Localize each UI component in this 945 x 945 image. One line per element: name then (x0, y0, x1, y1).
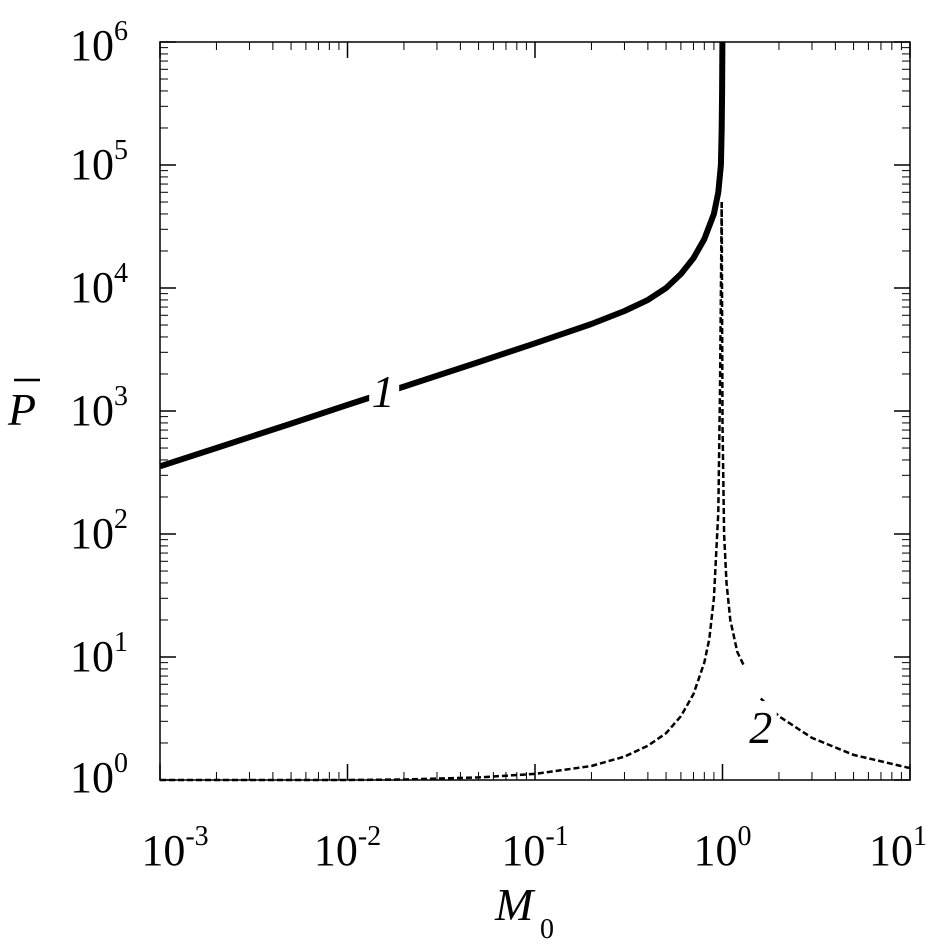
series-label-bg (369, 365, 400, 412)
x-tick-label: 10-2 (314, 821, 381, 875)
y-tick-label: 102 (70, 504, 128, 558)
y-tick-label: 103 (70, 381, 128, 435)
y-tick-label: 100 (70, 748, 128, 802)
series-2-line-left (160, 201, 723, 782)
x-tick-labels: 10-3 10-2 10-1 100 101 (141, 821, 927, 875)
x-tick-label: 100 (694, 821, 752, 875)
major-ticks (159, 41, 911, 781)
x-tick-label: 10-3 (141, 821, 208, 875)
y-tick-label: 105 (70, 135, 128, 189)
series-1-label: 1 (372, 366, 395, 417)
x-tick-label: 101 (869, 821, 927, 875)
y-axis-label: P (7, 378, 40, 435)
y-tick-label: 106 (70, 16, 128, 70)
series-layer: 12 (159, 41, 911, 782)
plot-frame (159, 41, 911, 781)
minor-ticks (160, 42, 910, 780)
series-1-line (159, 41, 726, 470)
y-tick-labels: 100 101 102 103 104 105 106 (70, 16, 128, 802)
series-label-bg (746, 700, 777, 747)
x-tick-label: 10-1 (501, 821, 568, 875)
series-2-label: 2 (749, 702, 772, 753)
series-2-line-tail (759, 697, 911, 770)
y-axis-label-main: P (7, 384, 36, 435)
x-axis-label: M 0 (494, 879, 554, 945)
y-tick-label: 101 (70, 627, 128, 681)
series-2-line-right (720, 201, 746, 667)
x-axis-label-main: M (494, 879, 536, 930)
x-axis-label-sub: 0 (540, 914, 554, 945)
y-tick-label: 104 (70, 258, 128, 312)
